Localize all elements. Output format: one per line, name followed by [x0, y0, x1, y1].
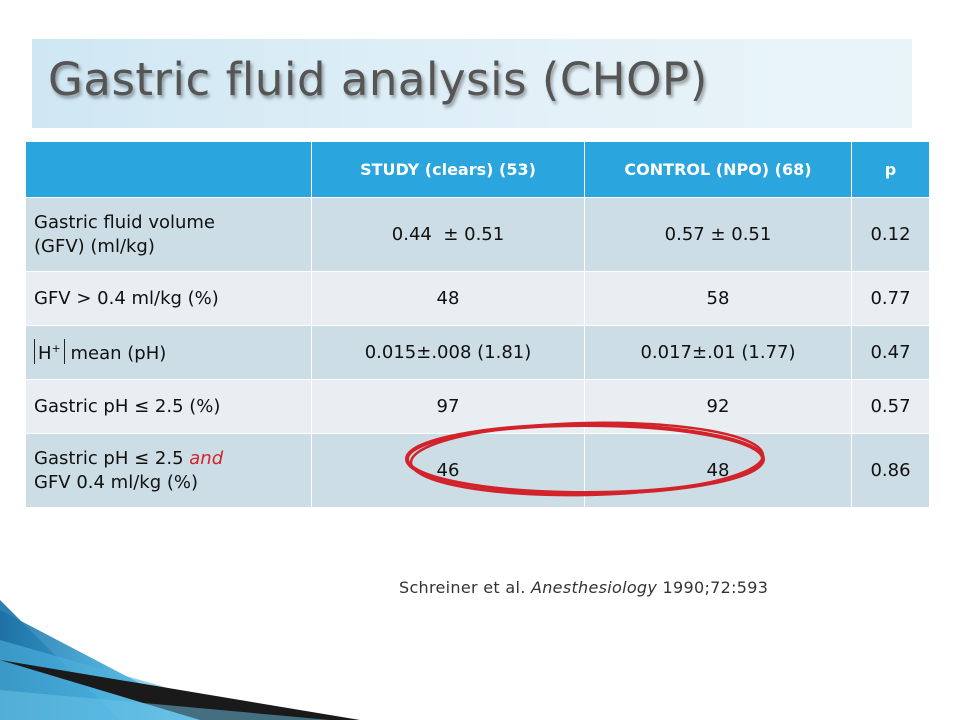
- row-label-line2: GFV 0.4 ml/kg (%): [34, 471, 199, 493]
- study-value: 0.015±.008 (1.81): [311, 325, 585, 380]
- table-row: Gastric pH ≤ 2.5 and GFV 0.4 ml/kg (%) 4…: [25, 433, 930, 508]
- row-label-part1: Gastric pH ≤ 2.5: [34, 447, 190, 469]
- p-value: 0.86: [851, 433, 930, 508]
- header-empty: [25, 141, 312, 198]
- control-value: 92: [584, 379, 852, 434]
- citation: Schreiner et al. Anesthesiology 1990;72:…: [399, 578, 768, 597]
- header-p: p: [851, 141, 930, 198]
- header-study: STUDY (clears) (53): [311, 141, 585, 198]
- study-value: 97: [311, 379, 585, 434]
- p-value: 0.77: [851, 271, 930, 326]
- p-value: 0.57: [851, 379, 930, 434]
- table-row: Gastric fluid volume (GFV) (ml/kg) 0.44 …: [25, 197, 930, 272]
- control-value: 48: [584, 433, 852, 508]
- p-value: 0.47: [851, 325, 930, 380]
- row-label-rest: mean (pH): [64, 343, 167, 364]
- row-label-line2: (GFV) (ml/kg): [34, 235, 155, 257]
- gastric-fluid-table: STUDY (clears) (53) CONTROL (NPO) (68) p…: [25, 141, 930, 508]
- row-label-and: and: [189, 447, 224, 469]
- table-row: GFV > 0.4 ml/kg (%) 48 58 0.77: [25, 271, 930, 326]
- corner-decoration: [0, 600, 360, 720]
- title-banner: [32, 39, 912, 128]
- row-label: Gastric pH ≤ 2.5 and GFV 0.4 ml/kg (%): [25, 433, 312, 508]
- citation-journal: Anesthesiology: [530, 578, 658, 597]
- citation-ref: 1990;72:593: [657, 578, 769, 597]
- control-value: 58: [584, 271, 852, 326]
- table-header-row: STUDY (clears) (53) CONTROL (NPO) (68) p: [25, 141, 930, 198]
- control-value: 0.57 ± 0.51: [584, 197, 852, 272]
- study-value: 0.44 ± 0.51: [311, 197, 585, 272]
- study-value: 46: [311, 433, 585, 508]
- hydrogen-ion-symbol: H+: [34, 339, 65, 364]
- citation-authors: Schreiner et al.: [399, 578, 531, 597]
- p-value: 0.12: [851, 197, 930, 272]
- table-row: H+ mean (pH) 0.015±.008 (1.81) 0.017±.01…: [25, 325, 930, 380]
- control-value: 0.017±.01 (1.77): [584, 325, 852, 380]
- row-label-line1: Gastric fluid volume: [34, 211, 216, 233]
- table-row: Gastric pH ≤ 2.5 (%) 97 92 0.57: [25, 379, 930, 434]
- header-control: CONTROL (NPO) (68): [584, 141, 852, 198]
- row-label: GFV > 0.4 ml/kg (%): [25, 271, 312, 326]
- slide-title: Gastric fluid analysis (CHOP): [48, 53, 708, 106]
- study-value: 48: [311, 271, 585, 326]
- row-label: Gastric pH ≤ 2.5 (%): [25, 379, 312, 434]
- row-label: Gastric fluid volume (GFV) (ml/kg): [25, 197, 312, 272]
- row-label: H+ mean (pH): [25, 325, 312, 380]
